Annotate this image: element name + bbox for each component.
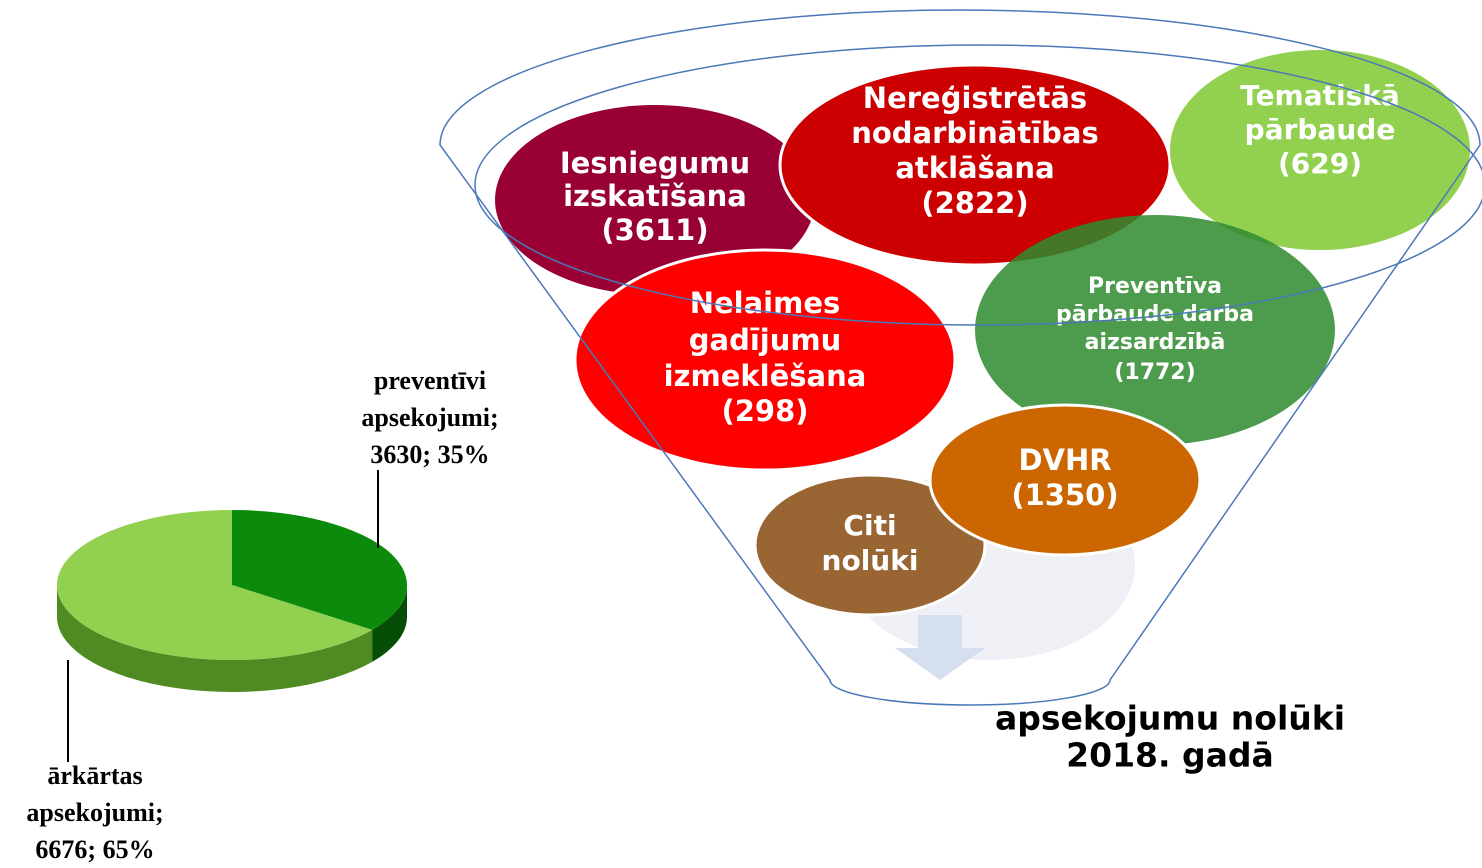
value-label: 3630; 35% xyxy=(370,440,490,469)
node-label: atklāšana xyxy=(895,151,1054,185)
node-label: (629) xyxy=(1278,147,1362,180)
pie-chart xyxy=(57,510,408,692)
pie-label: ārkārtas apsekojumi; 6676; 65% xyxy=(0,757,190,868)
node-label: (1772) xyxy=(1114,360,1195,385)
node-shape xyxy=(573,248,957,472)
funnel-title: apsekojumu nolūki xyxy=(995,699,1345,738)
category-label: preventīvi apsekojumi; xyxy=(361,366,499,432)
node-label: (2822) xyxy=(921,186,1028,220)
node-shape xyxy=(778,63,1172,267)
node-shape xyxy=(753,473,987,617)
pie-slice xyxy=(57,510,373,660)
node-label: aizsardzībā xyxy=(1085,330,1226,355)
node-label: izmeklēšana xyxy=(664,359,867,393)
pie-slice xyxy=(232,510,408,630)
node-shape xyxy=(1170,50,1470,250)
node-shape xyxy=(495,105,815,295)
node-label: gadījumu xyxy=(689,323,841,357)
funnel-rim xyxy=(474,44,1482,326)
node-label: pārbaude xyxy=(1245,113,1396,146)
pie-side xyxy=(372,585,407,662)
node-label: nolūki xyxy=(822,544,919,577)
node-shape xyxy=(975,215,1335,445)
node-label: Iesniegumu xyxy=(560,146,750,180)
funnel-outline xyxy=(439,9,1481,706)
node-label: (3611) xyxy=(601,213,708,247)
pie-side xyxy=(57,585,373,692)
node-label: (1350) xyxy=(1011,478,1118,512)
node-label: Tematiskā xyxy=(1240,79,1400,112)
node-label: izskatīšana xyxy=(563,179,747,213)
pie-label: preventīvi apsekojumi; 3630; 35% xyxy=(335,362,525,473)
funnel-title: 2018. gadā xyxy=(1066,736,1274,775)
node-label: nodarbinātības xyxy=(851,116,1099,150)
category-label: ārkārtas apsekojumi; xyxy=(26,761,164,827)
node-label: Nereģistrētās xyxy=(863,81,1087,115)
node-label: Nelaimes xyxy=(690,286,841,320)
node-shape xyxy=(928,403,1202,557)
funnel-arrow xyxy=(895,615,985,680)
node-label: (298) xyxy=(721,394,808,428)
node-label: Preventīva xyxy=(1088,274,1222,299)
node-label: Citi xyxy=(843,509,896,542)
node-label: DVHR xyxy=(1018,443,1111,477)
node-label: pārbaude darba xyxy=(1056,302,1254,327)
value-label: 6676; 65% xyxy=(35,835,155,864)
